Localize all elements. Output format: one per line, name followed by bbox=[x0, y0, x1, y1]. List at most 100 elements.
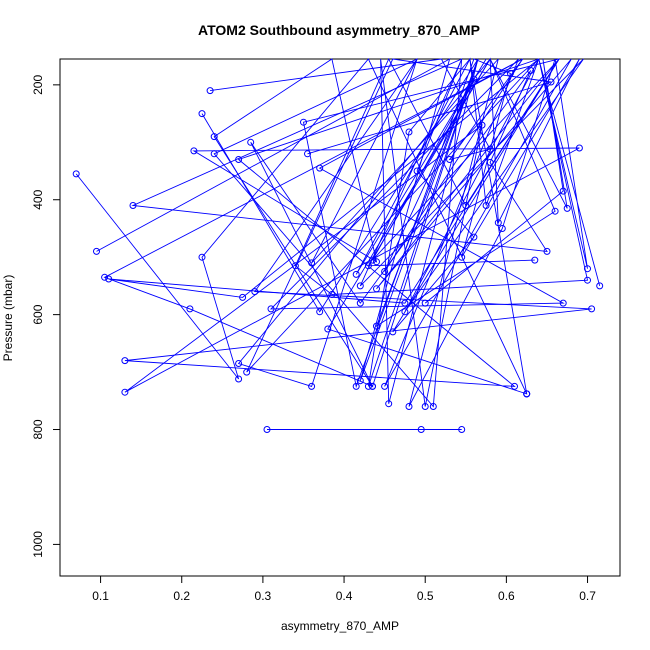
data-point bbox=[462, 202, 470, 209]
data-point bbox=[239, 293, 247, 301]
data-point bbox=[129, 202, 137, 209]
data-point bbox=[494, 219, 502, 227]
data-point bbox=[523, 390, 531, 398]
data-point bbox=[381, 382, 389, 390]
data-point bbox=[210, 133, 218, 141]
data-point bbox=[381, 268, 389, 275]
series-line-4 bbox=[131, 58, 568, 408]
data-point bbox=[429, 403, 437, 410]
data-point bbox=[308, 382, 316, 390]
data-point bbox=[198, 253, 206, 261]
data-point bbox=[235, 360, 243, 367]
series-line-6 bbox=[108, 57, 584, 387]
data-point bbox=[511, 382, 518, 390]
data-point bbox=[352, 270, 360, 278]
data-point bbox=[575, 144, 583, 152]
data-point bbox=[413, 167, 421, 175]
data-point bbox=[373, 258, 380, 266]
data-point bbox=[316, 164, 324, 172]
data-point bbox=[373, 322, 380, 330]
data-point bbox=[300, 118, 307, 126]
data-point bbox=[291, 262, 299, 270]
y-tick-label: 200 bbox=[31, 75, 45, 95]
data-point bbox=[235, 375, 243, 383]
data-point bbox=[421, 299, 429, 307]
x-tick-label: 0.5 bbox=[417, 589, 434, 603]
series-line-5 bbox=[124, 57, 601, 407]
data-point bbox=[405, 403, 413, 410]
data-point bbox=[401, 308, 409, 316]
x-tick-label: 0.4 bbox=[336, 589, 353, 603]
data-point bbox=[121, 357, 129, 365]
data-point bbox=[498, 225, 506, 232]
data-point bbox=[470, 75, 478, 83]
data-point bbox=[417, 426, 425, 433]
data-point bbox=[121, 388, 129, 396]
data-point bbox=[421, 403, 429, 410]
data-point bbox=[596, 282, 604, 290]
data-point bbox=[389, 328, 397, 336]
data-point bbox=[373, 285, 380, 293]
x-tick-label: 0.2 bbox=[173, 589, 190, 603]
data-point bbox=[482, 202, 490, 209]
data-point bbox=[190, 147, 198, 155]
data-point bbox=[356, 282, 364, 290]
data-point bbox=[486, 145, 494, 153]
data-point bbox=[356, 299, 364, 307]
data-point bbox=[186, 305, 194, 313]
series-layer bbox=[72, 57, 604, 433]
data-point bbox=[352, 382, 360, 390]
data-point bbox=[369, 382, 376, 390]
data-point bbox=[559, 299, 567, 307]
data-point bbox=[364, 262, 372, 270]
data-point bbox=[243, 368, 251, 376]
data-point bbox=[486, 158, 494, 166]
data-point bbox=[446, 156, 454, 163]
data-point bbox=[308, 259, 316, 267]
data-point bbox=[356, 377, 364, 385]
data-point bbox=[551, 207, 559, 215]
x-axis-label: asymmetry_870_AMP bbox=[281, 619, 399, 633]
y-axis-label: Pressure (mbar) bbox=[1, 275, 15, 362]
data-point bbox=[369, 256, 376, 264]
data-point bbox=[588, 305, 596, 313]
chart-title: ATOM2 Southbound asymmetry_870_AMP bbox=[198, 22, 480, 38]
y-tick-label: 800 bbox=[31, 419, 45, 439]
data-point bbox=[385, 400, 393, 408]
data-point bbox=[478, 121, 486, 129]
data-point bbox=[543, 247, 551, 255]
x-axis: 0.1 0.2 0.3 0.4 0.5 0.6 0.7 bbox=[92, 575, 596, 603]
data-point bbox=[470, 233, 478, 241]
x-tick-label: 0.1 bbox=[92, 589, 109, 603]
y-tick-label: 600 bbox=[31, 304, 45, 324]
data-point bbox=[198, 110, 206, 118]
data-point bbox=[251, 288, 259, 296]
data-point bbox=[506, 69, 514, 77]
data-point bbox=[316, 308, 324, 316]
data-point bbox=[458, 426, 466, 433]
data-point bbox=[405, 128, 413, 136]
data-point bbox=[247, 138, 255, 146]
series-line-3 bbox=[96, 58, 580, 407]
data-point bbox=[324, 325, 332, 333]
plot-frame bbox=[59, 58, 621, 577]
data-point bbox=[93, 247, 100, 255]
data-point bbox=[401, 299, 409, 307]
x-tick-label: 0.7 bbox=[579, 589, 596, 603]
data-point bbox=[72, 170, 80, 178]
data-point bbox=[328, 291, 336, 298]
data-point bbox=[584, 265, 591, 273]
y-tick-label: 1000 bbox=[31, 531, 45, 558]
y-axis: 200 400 600 800 1000 bbox=[31, 75, 61, 558]
data-point bbox=[263, 426, 271, 433]
data-point bbox=[527, 67, 535, 74]
data-point bbox=[547, 78, 555, 86]
data-point bbox=[559, 187, 567, 195]
data-point bbox=[267, 305, 275, 313]
data-point bbox=[105, 275, 113, 283]
data-point bbox=[304, 150, 311, 158]
y-tick-label: 400 bbox=[31, 189, 45, 209]
data-point bbox=[563, 204, 571, 212]
data-point bbox=[235, 156, 243, 163]
